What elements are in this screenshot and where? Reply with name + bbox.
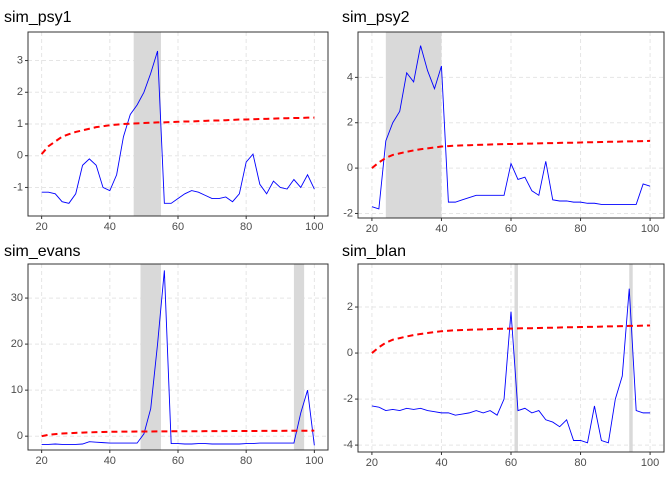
y-tick-label: 3 <box>17 54 23 66</box>
y-tick-label: 10 <box>11 384 23 396</box>
x-tick-label: 40 <box>435 223 447 235</box>
panel-title: sim_psy1 <box>4 9 72 26</box>
y-tick-label: 0 <box>347 162 353 174</box>
x-tick-label: 60 <box>172 221 184 233</box>
y-tick-label: 2 <box>347 117 353 129</box>
x-tick-label: 100 <box>305 221 323 233</box>
y-tick-label: 2 <box>347 301 353 313</box>
line-series <box>371 139 651 169</box>
shaded-region <box>385 32 442 218</box>
line-series <box>41 429 315 438</box>
y-tick-label: 30 <box>11 292 23 304</box>
line-series <box>371 288 651 444</box>
x-tick-label: 40 <box>104 455 116 467</box>
x-tick-label: 20 <box>36 221 48 233</box>
y-tick-label: 4 <box>347 71 353 83</box>
shaded-region <box>140 264 161 450</box>
y-tick-label: 1 <box>17 118 23 130</box>
shaded-region <box>293 264 305 450</box>
y-tick-label: -1 <box>13 181 23 193</box>
x-tick-label: 80 <box>240 455 252 467</box>
line-series <box>371 45 651 210</box>
panel-border <box>27 31 329 217</box>
x-tick-label: 100 <box>641 457 659 469</box>
y-tick-label: 20 <box>11 338 23 350</box>
x-tick-label: 40 <box>104 221 116 233</box>
x-tick-label: 100 <box>305 455 323 467</box>
shaded-region <box>629 264 633 452</box>
y-tick-label: 2 <box>17 86 23 98</box>
line-series <box>41 270 315 446</box>
y-tick-label: -2 <box>343 207 353 219</box>
panel-title: sim_psy2 <box>342 9 410 26</box>
x-tick-label: 20 <box>366 223 378 235</box>
x-tick-label: 80 <box>574 223 586 235</box>
line-series <box>41 50 315 204</box>
y-tick-label: 0 <box>17 430 23 442</box>
y-tick-label: 0 <box>17 150 23 162</box>
y-tick-label: -4 <box>343 439 353 451</box>
x-tick-label: 60 <box>505 223 517 235</box>
x-tick-label: 40 <box>435 457 447 469</box>
panel-border <box>357 263 665 453</box>
panel-title: sim_evans <box>4 243 80 260</box>
x-tick-label: 80 <box>240 221 252 233</box>
x-tick-label: 20 <box>36 455 48 467</box>
shaded-region <box>514 264 518 452</box>
panel-border <box>27 263 329 451</box>
x-tick-label: 20 <box>366 457 378 469</box>
panel-border <box>357 31 665 219</box>
panel-title: sim_blan <box>342 243 406 260</box>
y-tick-label: 0 <box>347 347 353 359</box>
line-series <box>40 116 315 155</box>
x-tick-label: 60 <box>172 455 184 467</box>
x-tick-label: 80 <box>574 457 586 469</box>
line-series <box>371 324 651 354</box>
x-tick-label: 60 <box>505 457 517 469</box>
y-tick-label: -2 <box>343 393 353 405</box>
x-tick-label: 100 <box>641 223 659 235</box>
